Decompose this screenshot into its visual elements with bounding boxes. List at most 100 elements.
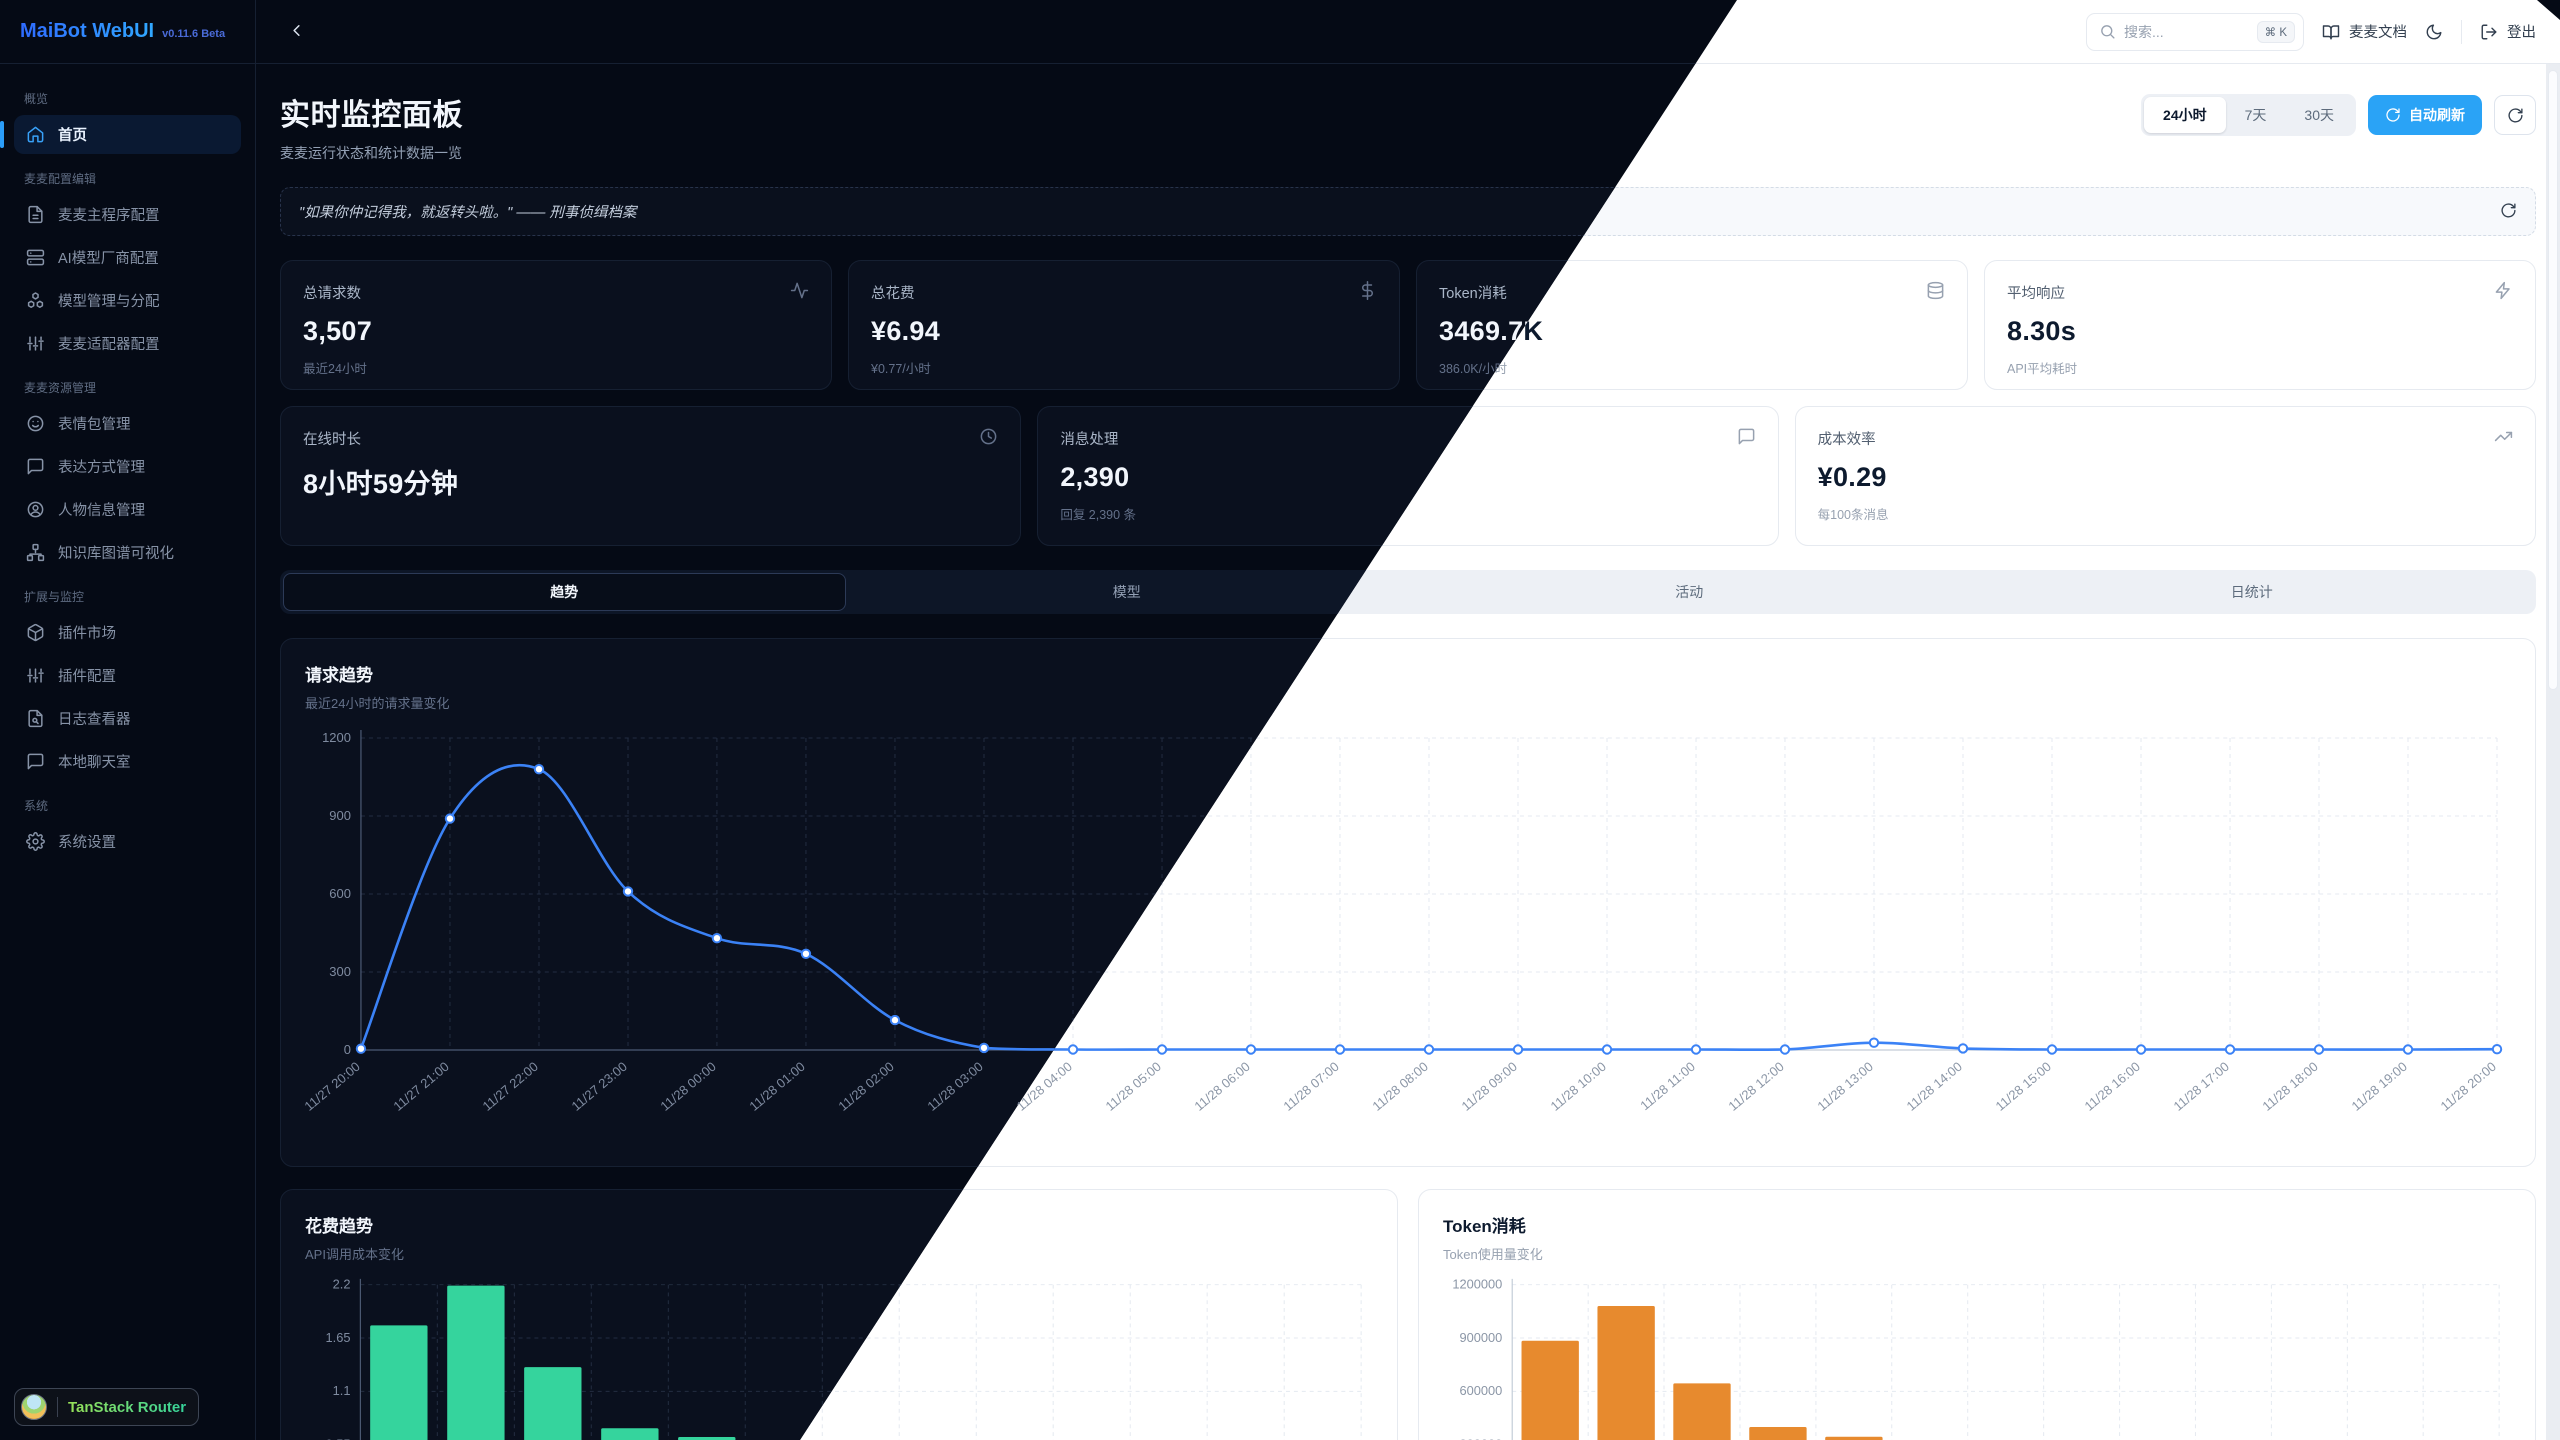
logout-label: 登出 [2507, 25, 2536, 41]
svg-text:600000: 600000 [1459, 1383, 1502, 1398]
svg-text:11/28 11:00: 11/28 11:00 [1637, 1059, 1698, 1113]
sidebar-item-smile[interactable]: 表情包管理 [14, 404, 241, 443]
stat-sub: 每100条消息 [1817, 508, 1889, 522]
token-usage-chart: 300000 600000 900000 1200000 [1443, 1275, 2511, 1440]
svg-text:11/28 13:00: 11/28 13:00 [1814, 1059, 1875, 1114]
tanstack-devtools-badge[interactable]: TanStack Router [14, 1388, 199, 1426]
svg-text:11/28 01:00: 11/28 01:00 [746, 1059, 807, 1114]
chart-subtitle: API调用成本变化 [305, 1247, 404, 1262]
svg-text:11/28 05:00: 11/28 05:00 [1103, 1059, 1164, 1114]
sidebar-section-label: 扩展与监控 [24, 590, 85, 604]
stat-sub: 最近24小时 [303, 362, 367, 376]
sidebar-item-label: AI模型厂商配置 [58, 251, 159, 267]
sidebar-item-label: 插件配置 [58, 669, 116, 685]
sidebar-section-label: 系统 [24, 799, 49, 813]
theme-toggle-button[interactable] [2425, 23, 2443, 41]
search-input[interactable]: 搜索... ⌘ K [2086, 12, 2304, 51]
svg-text:11/28 09:00: 11/28 09:00 [1458, 1059, 1519, 1114]
divider [57, 1397, 58, 1417]
stat-sub: API平均耗时 [2007, 362, 2078, 376]
svg-text:11/27 21:00: 11/27 21:00 [390, 1059, 451, 1114]
scrollbar[interactable] [2546, 64, 2560, 1440]
refresh-icon [2507, 107, 2524, 124]
range-option-button[interactable]: 30天 [2285, 97, 2353, 133]
scrollbar-thumb[interactable] [2548, 70, 2558, 690]
svg-text:300: 300 [329, 964, 351, 979]
sidebar-item-user-circle[interactable]: 人物信息管理 [14, 490, 241, 529]
zap-icon [2494, 281, 2513, 305]
sidebar-collapse-button[interactable] [280, 16, 312, 48]
dollar-icon [1358, 281, 1377, 305]
quote-text: "如果你仲记得我，就返转头啦。" —— 刑事侦缉档案 [299, 205, 637, 221]
tab-3[interactable]: 日统计 [2230, 584, 2273, 600]
svg-text:900000: 900000 [1459, 1330, 1502, 1345]
chart-title: 花费趋势 [305, 1217, 373, 1236]
stat-sub: 386.0K/小时 [1439, 358, 1945, 377]
svg-text:11/28 20:00: 11/28 20:00 [2438, 1059, 2499, 1114]
divider [2461, 19, 2462, 44]
sidebar-item-sliders[interactable]: 插件配置 [14, 656, 241, 695]
svg-text:11/27 22:00: 11/27 22:00 [479, 1059, 540, 1114]
refresh-button[interactable] [2494, 95, 2536, 135]
sidebar-item-file-text[interactable]: 麦麦主程序配置 [14, 195, 241, 234]
sidebar-item-home[interactable]: 首页 [14, 115, 241, 154]
message-square-icon [26, 457, 45, 476]
sidebar-item-file-search[interactable]: 日志查看器 [14, 699, 241, 738]
stat-card-trending-up: 成本效率 ¥0.29 每100条消息 [1794, 406, 2536, 546]
sidebar-item-label: 表达方式管理 [58, 460, 145, 476]
docs-button[interactable]: 麦麦文档 [2322, 21, 2407, 42]
sidebar-item-package[interactable]: 插件市场 [14, 613, 241, 652]
tab-0[interactable]: 趋势 [283, 573, 846, 611]
svg-text:1200000: 1200000 [1452, 1277, 1502, 1292]
topbar-actions: 搜索... ⌘ K 麦麦文档 登出 [2086, 12, 2536, 51]
file-search-icon [26, 709, 45, 728]
stat-value: 3,507 [303, 316, 373, 346]
stat-card-zap: 平均响应 8.30s API平均耗时 [1984, 260, 2536, 390]
sidebar-item-boxes[interactable]: 模型管理与分配 [14, 281, 241, 320]
sidebar-item-label: 插件市场 [58, 626, 116, 642]
svg-text:11/28 07:00: 11/28 07:00 [1280, 1059, 1341, 1114]
svg-text:11/28 06:00: 11/28 06:00 [1191, 1059, 1252, 1114]
sidebar-section-label: 麦麦配置编辑 [24, 172, 97, 186]
quote-refresh-button[interactable] [2500, 202, 2517, 222]
auto-refresh-label: 自动刷新 [2409, 107, 2465, 123]
svg-text:11/28 00:00: 11/28 00:00 [657, 1059, 718, 1114]
svg-text:11/28 14:00: 11/28 14:00 [1903, 1059, 1964, 1114]
file-text-icon [26, 205, 45, 224]
sidebar-item-message-square[interactable]: 表达方式管理 [14, 447, 241, 486]
svg-text:11/28 16:00: 11/28 16:00 [2082, 1059, 2143, 1114]
server-icon [26, 248, 45, 267]
stat-card-clock: 在线时长 8小时59分钟 [280, 406, 1021, 546]
sidebar-item-message-square[interactable]: 本地聊天室 [14, 742, 241, 781]
log-out-icon [2480, 23, 2498, 41]
refresh-icon [2385, 107, 2401, 123]
stat-value: ¥0.29 [1817, 462, 1887, 492]
stat-sub: 386.0K/小时 [1439, 362, 1508, 376]
svg-text:0: 0 [344, 1042, 351, 1057]
logout-button[interactable]: 登出 [2480, 21, 2536, 42]
sidebar-item-label: 人物信息管理 [58, 503, 145, 519]
tab-2[interactable]: 活动 [1675, 584, 1704, 600]
tab-1[interactable]: 模型 [1112, 584, 1141, 600]
svg-text:11/28 19:00: 11/28 19:00 [2348, 1059, 2409, 1114]
range-option-button[interactable]: 24小时 [2144, 97, 2226, 133]
trending-up-icon [2494, 427, 2513, 451]
moon-icon [2425, 23, 2443, 41]
sidebar-item-sliders[interactable]: 麦麦适配器配置 [14, 324, 241, 363]
sidebar-item-label: 表情包管理 [58, 417, 131, 433]
sidebar-item-settings[interactable]: 系统设置 [14, 822, 241, 861]
sidebar-item-network[interactable]: 知识库图谱可视化 [14, 533, 241, 572]
home-icon [26, 125, 45, 144]
smile-icon [26, 414, 45, 433]
chart-title: Token消耗 [1443, 1217, 1526, 1236]
auto-refresh-button[interactable]: 自动刷新 [2368, 95, 2482, 135]
sidebar-item-label: 系统设置 [58, 835, 116, 851]
message-square-icon [1737, 427, 1756, 451]
stat-title: 成本效率 [1817, 432, 1876, 448]
sidebar-item-label: 日志查看器 [58, 712, 131, 728]
range-option-button[interactable]: 7天 [2226, 97, 2286, 133]
chevron-left-icon [287, 21, 306, 40]
sidebar-item-server[interactable]: AI模型厂商配置 [14, 238, 241, 277]
